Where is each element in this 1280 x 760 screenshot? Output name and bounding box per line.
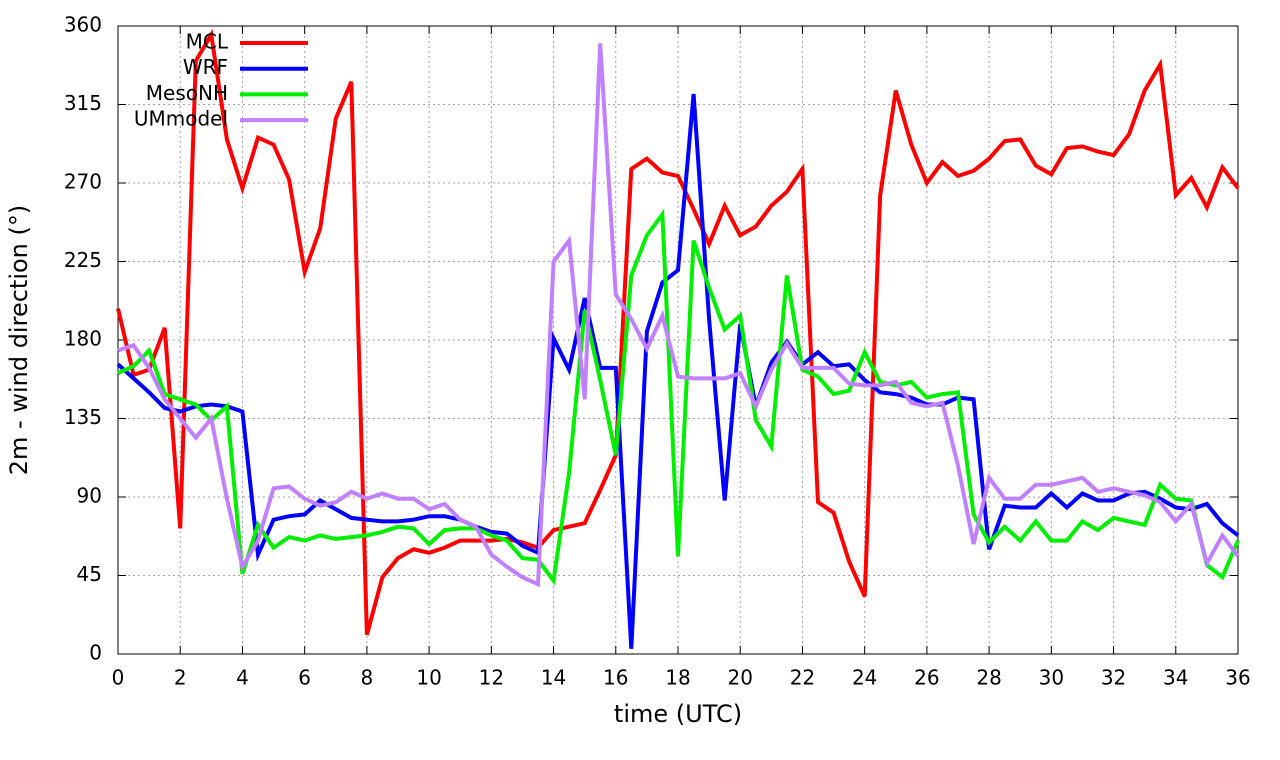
x-tick-label: 14 (541, 666, 566, 690)
y-tick-label: 0 (89, 641, 102, 665)
y-tick-label: 45 (77, 562, 102, 586)
x-tick-label: 0 (112, 666, 125, 690)
x-tick-label: 10 (416, 666, 441, 690)
x-tick-label: 36 (1225, 666, 1250, 690)
y-tick-label: 315 (64, 91, 102, 115)
legend-label: UMmodel (134, 107, 228, 131)
x-tick-label: 22 (790, 666, 815, 690)
x-tick-label: 32 (1101, 666, 1126, 690)
x-tick-label: 24 (852, 666, 877, 690)
y-tick-label: 135 (64, 405, 102, 429)
y-axis-title: 2m - wind direction (°) (5, 205, 33, 475)
x-tick-label: 30 (1039, 666, 1064, 690)
line-series (116, 93, 1240, 649)
x-tick-label: 6 (298, 666, 311, 690)
y-tick-label: 360 (64, 13, 102, 37)
x-tick-label: 12 (479, 666, 504, 690)
x-tick-label: 4 (236, 666, 249, 690)
y-tick-label: 90 (77, 484, 102, 508)
line-series (117, 208, 1240, 586)
x-tick-label: 34 (1163, 666, 1188, 690)
x-tick-label: 20 (727, 666, 752, 690)
y-tick-label: 225 (64, 248, 102, 272)
x-tick-label: 26 (914, 666, 939, 690)
plot-border (117, 25, 1239, 655)
x-tick-label: 16 (603, 666, 628, 690)
x-tick-label: 28 (976, 666, 1001, 690)
y-tick-label: 270 (64, 170, 102, 194)
line-series (117, 43, 1240, 588)
legend-label: MesoNH (146, 81, 228, 105)
x-tick-label: 18 (665, 666, 690, 690)
x-tick-label: 2 (174, 666, 187, 690)
x-tick-label: 8 (361, 666, 374, 690)
x-axis-title: time (UTC) (614, 700, 742, 728)
y-tick-label: 180 (64, 327, 102, 351)
legend-label: WRF (183, 55, 228, 79)
line-series (116, 28, 1240, 636)
legend-label: MCL (186, 30, 229, 54)
